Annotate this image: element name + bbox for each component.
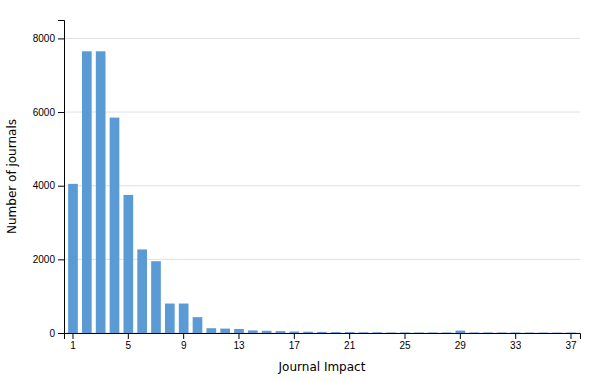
x-tick-label: 33 [510, 340, 522, 351]
x-tick: 37 [565, 333, 577, 351]
x-tick: 21 [344, 333, 356, 351]
x-tick-label: 25 [399, 340, 411, 351]
y-tick-label: 2000 [33, 254, 56, 265]
x-tick-mark [349, 333, 350, 339]
y-tick-mark [58, 186, 64, 187]
x-tick: 17 [289, 333, 301, 351]
x-tick: 9 [181, 333, 187, 351]
x-tick: 5 [126, 333, 132, 351]
bar [68, 184, 78, 333]
x-tick-mark [460, 333, 461, 339]
bar [372, 332, 382, 333]
grid [64, 38, 580, 333]
x-tick-label: 21 [344, 340, 356, 351]
x-tick-mark [183, 333, 184, 339]
bar [289, 332, 299, 333]
bar [511, 332, 521, 333]
x-tick-mark [294, 333, 295, 339]
chart: 1 5 9 13 17 21 25 29 33 37 0 2000 4000 6000 8000 Journa… [0, 0, 600, 381]
bar [345, 332, 355, 333]
bar [137, 249, 147, 333]
grid-line [64, 38, 580, 39]
y-tick-label: 4000 [33, 180, 56, 191]
bar [428, 332, 438, 333]
bar [566, 332, 576, 333]
bar [538, 332, 548, 333]
bar [96, 51, 106, 333]
x-axis-line [65, 334, 581, 340]
bar [455, 331, 465, 333]
y-tick: 8000 [33, 33, 64, 44]
y-axis: 0 2000 4000 6000 8000 [33, 21, 65, 339]
x-tick: 25 [399, 333, 411, 351]
bar [123, 195, 133, 333]
x-tick-label: 13 [233, 340, 245, 351]
bar [248, 330, 258, 333]
x-tick-label: 9 [181, 340, 187, 351]
x-tick-mark [571, 333, 572, 339]
y-axis-line [58, 21, 65, 334]
bar [469, 332, 479, 333]
bar [386, 332, 396, 333]
y-tick-label: 8000 [33, 33, 56, 44]
x-tick-label: 17 [289, 340, 301, 351]
bar [483, 332, 493, 333]
x-tick: 33 [510, 333, 522, 351]
bar [303, 332, 313, 333]
bar [276, 331, 286, 333]
x-tick-label: 5 [126, 340, 132, 351]
x-tick-mark [515, 333, 516, 339]
y-tick: 2000 [33, 254, 64, 265]
bar [220, 329, 230, 333]
bar [525, 332, 535, 333]
y-tick-label: 6000 [33, 107, 56, 118]
y-tick: 4000 [33, 180, 64, 191]
y-tick-mark [58, 259, 64, 260]
y-tick-mark [58, 112, 64, 113]
y-tick-mark [58, 333, 64, 334]
grid-line [64, 112, 580, 113]
bar [262, 331, 272, 333]
bar [414, 332, 424, 333]
bar [110, 118, 120, 333]
bar [331, 332, 341, 333]
y-tick: 6000 [33, 107, 64, 118]
x-tick: 1 [70, 333, 76, 351]
y-tick-mark [58, 38, 64, 39]
bar [151, 261, 161, 333]
bar [552, 332, 562, 333]
bar [400, 332, 410, 333]
x-tick-mark [72, 333, 73, 339]
grid-line [64, 185, 580, 186]
bar [82, 51, 92, 333]
x-tick-mark [128, 333, 129, 339]
x-tick-mark [405, 333, 406, 339]
x-tick-label: 37 [565, 340, 577, 351]
y-tick: 0 [49, 328, 64, 339]
bar [317, 332, 327, 333]
y-axis-title: Number of journals [5, 119, 19, 234]
plot: 1 5 9 13 17 21 25 29 33 37 0 2000 4000 6000 8000 [33, 21, 581, 352]
x-axis: 1 5 9 13 17 21 25 29 33 37 [65, 333, 581, 351]
bar [359, 332, 369, 333]
bar [193, 317, 203, 333]
bar [234, 329, 244, 333]
bar [165, 304, 175, 333]
bar [497, 332, 507, 333]
bars [68, 51, 576, 333]
x-tick: 13 [233, 333, 245, 351]
x-tick-mark [238, 333, 239, 339]
x-tick-label: 29 [455, 340, 467, 351]
x-tick-label: 1 [70, 340, 76, 351]
y-tick-label: 0 [49, 328, 55, 339]
bar [179, 304, 189, 333]
x-axis-title: Journal Impact [278, 360, 366, 374]
bar [206, 328, 216, 333]
x-tick: 29 [455, 333, 467, 351]
bar [442, 332, 452, 333]
